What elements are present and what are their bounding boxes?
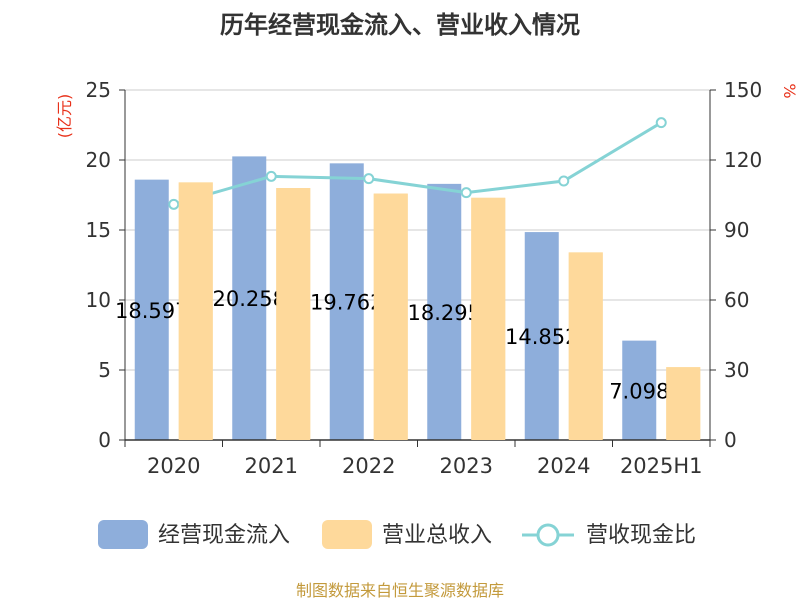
bar-revenue-front — [276, 188, 311, 440]
right-tick-label: 150 — [724, 78, 762, 102]
data-labels: 18.597 20.258 19.762 18.295 14.852 7.098 — [115, 182, 701, 440]
legend: 经营现金流入 营业总收入 营收现金比 — [98, 520, 696, 549]
left-tick-label: 10 — [86, 288, 111, 312]
bar-cash-inflow[interactable] — [427, 183, 462, 440]
bar-revenue-front — [373, 193, 408, 440]
left-tick-label: 25 — [86, 78, 111, 102]
legend-item-revenue[interactable]: 营业总收入 — [322, 520, 492, 549]
ratio-point[interactable] — [655, 117, 667, 129]
legend-swatch-cash-inflow — [98, 520, 148, 549]
right-tick-label: 0 — [724, 428, 737, 452]
x-tick-label: 2021 — [245, 454, 298, 478]
right-tick-label: 30 — [724, 358, 749, 382]
data-label-cash-inflow: 19.762 — [310, 291, 383, 315]
bar-cash-inflow[interactable] — [134, 179, 169, 440]
bar-cash-inflow[interactable] — [329, 163, 364, 440]
x-tick-label: 2022 — [342, 454, 395, 478]
bar-revenue-front — [568, 252, 603, 440]
ratio-line — [168, 117, 667, 210]
legend-label-revenue: 营业总收入 — [382, 523, 492, 548]
x-tick-label: 2020 — [147, 454, 200, 478]
bar-revenue-front — [666, 367, 701, 440]
revenue-bars-overlay — [178, 182, 701, 440]
right-tick-label: 120 — [724, 148, 762, 172]
bar-cash-inflow[interactable] — [232, 156, 267, 440]
axes — [119, 89, 716, 447]
x-tick-label: 2025H1 — [620, 454, 703, 478]
data-label-cash-inflow: 7.098 — [609, 379, 669, 403]
ratio-point[interactable] — [168, 198, 180, 210]
ratio-point[interactable] — [558, 175, 570, 187]
right-axis-unit: % — [780, 83, 799, 98]
bar-revenue-front — [471, 197, 506, 440]
right-tick-label: 90 — [724, 218, 749, 242]
left-axis-unit: (亿元) — [55, 94, 74, 139]
data-label-cash-inflow: 18.295 — [408, 301, 481, 325]
ratio-point[interactable] — [265, 170, 277, 182]
legend-swatch-revenue — [322, 520, 372, 549]
left-tick-label: 5 — [98, 358, 111, 382]
gridlines — [125, 89, 710, 371]
left-tick-label: 20 — [86, 148, 111, 172]
left-tick-label: 0 — [98, 428, 111, 452]
legend-item-ratio[interactable]: 营收现金比 — [522, 523, 696, 548]
ratio-point[interactable] — [363, 173, 375, 185]
ratio-point[interactable] — [460, 187, 472, 199]
data-label-cash-inflow: 20.258 — [213, 287, 286, 311]
legend-label-ratio: 营收现金比 — [586, 523, 696, 548]
data-label-cash-inflow: 18.597 — [115, 299, 188, 323]
x-tick-label: 2023 — [440, 454, 493, 478]
chart-title: 历年经营现金流入、营业收入情况 — [220, 11, 580, 39]
bar-cash-inflow[interactable] — [524, 232, 559, 440]
bar-cash-inflow[interactable] — [622, 340, 657, 440]
x-tick-label: 2024 — [537, 454, 590, 478]
bar-revenue-front — [178, 182, 213, 440]
data-label-cash-inflow: 14.852 — [505, 325, 578, 349]
legend-label-cash-inflow: 经营现金流入 — [158, 523, 290, 548]
left-tick-label: 15 — [86, 218, 111, 242]
legend-marker-ratio — [536, 523, 560, 547]
legend-item-cash-inflow[interactable]: 经营现金流入 — [98, 520, 290, 549]
ratio-line-path — [173, 121, 663, 206]
right-tick-label: 60 — [724, 288, 749, 312]
source-note: 制图数据来自恒生聚源数据库 — [296, 581, 504, 600]
tick-labels: 0 5 10 15 20 25 0 30 60 90 120 150 2020 2021 2022 2023 2… — [86, 78, 763, 478]
